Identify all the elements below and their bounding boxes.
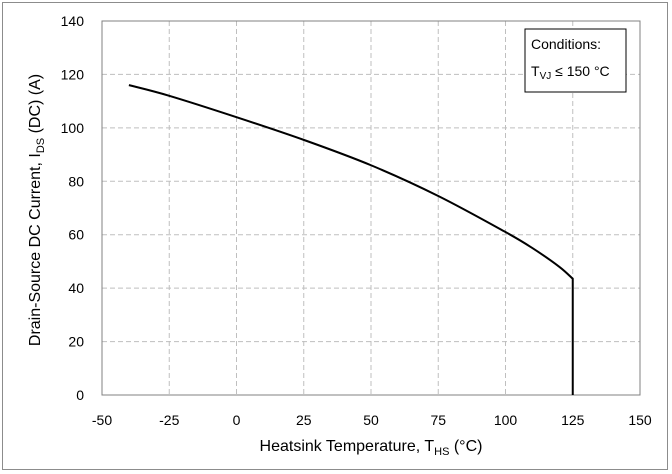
y-tick-labels: 0 20 40 60 80 100 120 140: [61, 13, 85, 403]
legend-line-2: TVJ ≤ 150 °C: [531, 63, 610, 82]
plot-area-border: [101, 20, 641, 396]
y-tick-label: 80: [68, 173, 84, 189]
x-tick-label: -25: [159, 412, 179, 428]
legend: Conditions: TVJ ≤ 150 °C: [524, 28, 627, 93]
x-tick-label: 75: [430, 412, 446, 428]
x-tick-labels: -50 -25 0 25 50 75 100 125 150: [92, 412, 652, 428]
x-axis-title-main: Heatsink Temperature, T: [260, 438, 435, 455]
x-tick-label: 50: [363, 412, 379, 428]
x-tick-label: 125: [561, 412, 585, 428]
x-tick-label: 0: [233, 412, 241, 428]
x-tick-label: 100: [494, 412, 518, 428]
legend-line-2-main: T: [531, 63, 540, 79]
x-tick-label: -50: [92, 412, 112, 428]
x-tick-label: 25: [296, 412, 312, 428]
y-axis-title: Drain-Source DC Current, IDS (DC) (A): [27, 74, 47, 346]
x-tick-label: 150: [628, 412, 652, 428]
y-axis-title-main: Drain-Source DC Current, I: [27, 153, 44, 346]
series-line: [128, 84, 574, 395]
series-group: [128, 84, 574, 395]
x-axis-title: Heatsink Temperature, THS (°C): [260, 438, 483, 458]
y-tick-label: 40: [68, 280, 84, 296]
y-tick-label: 140: [61, 13, 85, 29]
y-axis-title-tail: (DC) (A): [27, 74, 44, 138]
x-axis-title-sub: HS: [434, 446, 449, 458]
y-tick-label: 60: [68, 227, 84, 243]
legend-box: [524, 28, 627, 93]
y-tick-label: 20: [68, 334, 84, 350]
legend-line-2-sub: VJ: [540, 71, 552, 82]
x-axis-title-tail: (°C): [449, 438, 482, 455]
y-axis-title-sub: DS: [35, 138, 47, 153]
legend-line-2-tail: ≤ 150 °C: [551, 63, 609, 79]
legend-line-1: Conditions:: [531, 36, 601, 52]
y-tick-label: 120: [61, 66, 85, 82]
y-tick-label: 100: [61, 120, 85, 136]
y-tick-label: 0: [76, 387, 84, 403]
